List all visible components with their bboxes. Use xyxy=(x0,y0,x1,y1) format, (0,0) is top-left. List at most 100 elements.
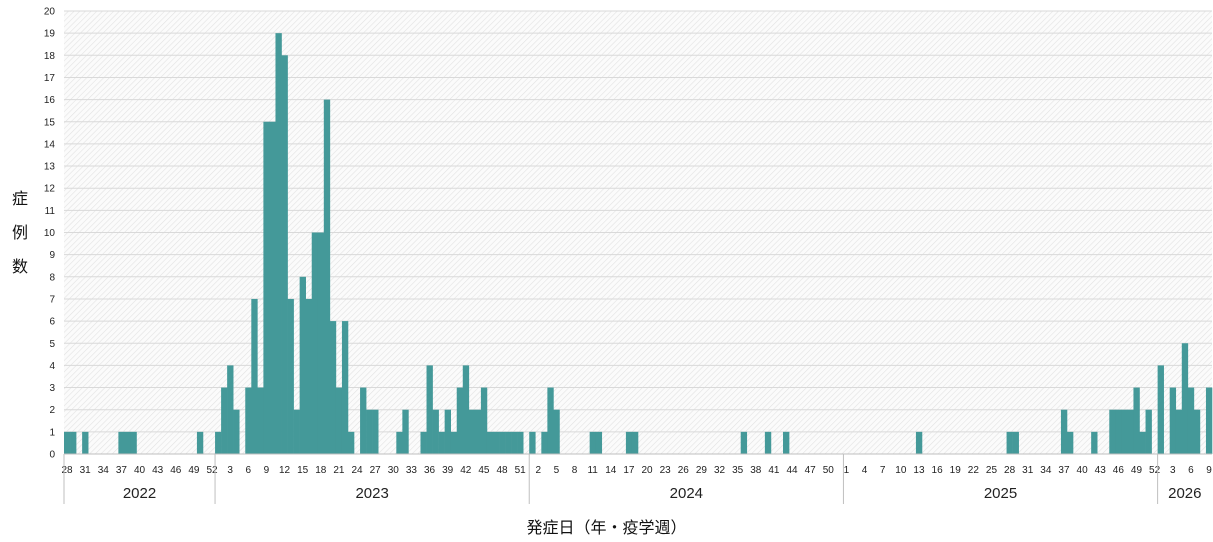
x-tick-label-2024-20: 20 xyxy=(642,465,654,476)
bar-2023-w21 xyxy=(335,387,343,454)
bar-2025-w37 xyxy=(1060,409,1068,454)
x-tick-label-2024-2: 2 xyxy=(536,465,542,476)
bar-2023-w44 xyxy=(474,409,482,454)
x-tick-label-2022-31: 31 xyxy=(80,465,92,476)
bar-2023-w15 xyxy=(299,276,306,454)
bar-2024-w1 xyxy=(529,431,536,454)
bar-2023-w38 xyxy=(438,431,445,454)
y-axis-label-char-1: 例 xyxy=(11,223,28,242)
bar-2025-w29 xyxy=(1012,431,1019,454)
bar-2023-w9 xyxy=(263,121,270,454)
bar-2023-w51 xyxy=(517,431,524,454)
bar-2026-w5 xyxy=(1181,343,1189,454)
bar-2026-w6 xyxy=(1187,387,1195,454)
bar-2023-w50 xyxy=(511,431,518,454)
bar-2023-w4 xyxy=(233,409,240,454)
x-tick-label-2022-49: 49 xyxy=(188,465,200,476)
bar-2022-w39 xyxy=(130,431,137,454)
x-tick-label-2025-43: 43 xyxy=(1095,465,1107,476)
x-tick-label-2025-10: 10 xyxy=(895,465,907,476)
bar-2023-w7 xyxy=(251,298,258,454)
bar-2025-w13 xyxy=(915,431,923,454)
year-label-2025: 2025 xyxy=(984,485,1017,502)
y-tick-label-0: 0 xyxy=(49,450,55,461)
x-tick-label-2023-24: 24 xyxy=(351,465,363,476)
x-tick-label-2024-35: 35 xyxy=(732,465,744,476)
x-tick-label-2025-49: 49 xyxy=(1131,465,1143,476)
year-label-2022: 2022 xyxy=(123,485,156,502)
bar-2023-w12 xyxy=(281,55,288,455)
x-tick-label-2025-52: 52 xyxy=(1149,465,1161,476)
x-tick-label-2022-34: 34 xyxy=(98,465,110,476)
bar-2023-w46 xyxy=(486,431,494,454)
bar-2023-w17 xyxy=(311,232,319,454)
bar-2024-w12 xyxy=(595,431,603,454)
bar-2023-w39 xyxy=(444,409,451,454)
bar-2024-w17 xyxy=(625,431,633,454)
bar-2023-w18 xyxy=(317,232,325,454)
x-tick-label-2022-46: 46 xyxy=(170,465,182,476)
y-tick-label-4: 4 xyxy=(49,361,55,372)
x-tick-label-2023-3: 3 xyxy=(227,465,233,476)
bar-2023-w25 xyxy=(360,387,367,454)
bar-2023-w37 xyxy=(432,409,439,454)
bar-2023-w45 xyxy=(480,387,488,454)
year-label-2024: 2024 xyxy=(670,485,703,502)
y-tick-label-3: 3 xyxy=(49,383,55,394)
y-axis-label: 症例数 xyxy=(8,182,32,284)
bar-2023-w19 xyxy=(323,99,331,454)
x-tick-label-2022-52: 52 xyxy=(206,465,218,476)
bar-2025-w50 xyxy=(1139,431,1146,454)
bar-2025-w47 xyxy=(1121,409,1128,454)
x-tick-label-2025-1: 1 xyxy=(844,465,850,476)
x-tick-label-2025-28: 28 xyxy=(1004,465,1016,476)
x-tick-label-2024-14: 14 xyxy=(605,465,617,476)
x-tick-label-2025-46: 46 xyxy=(1113,465,1125,476)
bar-2026-w4 xyxy=(1175,409,1183,454)
bar-2025-w38 xyxy=(1066,431,1074,454)
x-tick-label-2025-25: 25 xyxy=(986,465,998,476)
bar-2025-w28 xyxy=(1006,431,1013,454)
bar-2024-w5 xyxy=(553,409,560,454)
x-tick-label-2026-6: 6 xyxy=(1188,465,1194,476)
bar-2023-w11 xyxy=(275,33,282,455)
x-tick-label-2024-47: 47 xyxy=(805,465,817,476)
y-tick-label-9: 9 xyxy=(49,250,55,261)
y-tick-label-15: 15 xyxy=(44,117,56,128)
x-tick-label-2023-9: 9 xyxy=(264,465,270,476)
bar-2023-w13 xyxy=(287,298,294,454)
x-tick-label-2022-43: 43 xyxy=(152,465,164,476)
x-tick-label-2023-30: 30 xyxy=(388,465,400,476)
bar-2023-w36 xyxy=(426,365,433,454)
y-axis-label-char-2: 数 xyxy=(11,257,28,276)
year-label-2026: 2026 xyxy=(1168,485,1201,502)
y-tick-label-11: 11 xyxy=(45,206,56,217)
bar-2022-w29 xyxy=(70,431,77,454)
bar-2023-w32 xyxy=(402,409,409,454)
x-tick-label-2024-17: 17 xyxy=(623,465,635,476)
x-tick-label-2024-8: 8 xyxy=(572,465,578,476)
y-tick-label-20: 20 xyxy=(44,7,56,18)
y-tick-label-16: 16 xyxy=(44,95,56,106)
x-tick-label-2023-42: 42 xyxy=(460,465,472,476)
x-tick-label-2022-40: 40 xyxy=(134,465,146,476)
x-tick-label-2023-12: 12 xyxy=(279,465,291,476)
bar-2025-w49 xyxy=(1133,387,1140,454)
x-tick-label-2025-13: 13 xyxy=(913,465,925,476)
bar-2026-w1 xyxy=(1157,365,1164,454)
y-tick-label-18: 18 xyxy=(44,51,56,62)
bar-2024-w43 xyxy=(783,431,790,454)
bar-2023-w35 xyxy=(420,431,427,454)
x-tick-label-2026-3: 3 xyxy=(1170,465,1176,476)
bar-2026-w9 xyxy=(1205,387,1213,454)
bar-2023-w1 xyxy=(215,431,222,454)
x-tick-label-2023-39: 39 xyxy=(442,465,454,476)
x-tick-label-2023-36: 36 xyxy=(424,465,436,476)
y-tick-label-10: 10 xyxy=(44,228,56,239)
x-tick-label-2023-21: 21 xyxy=(333,465,345,476)
x-tick-label-2024-26: 26 xyxy=(678,465,690,476)
y-tick-label-6: 6 xyxy=(49,317,55,328)
y-tick-label-14: 14 xyxy=(44,139,56,150)
bar-2025-w48 xyxy=(1127,409,1134,454)
x-tick-label-2024-44: 44 xyxy=(787,465,799,476)
